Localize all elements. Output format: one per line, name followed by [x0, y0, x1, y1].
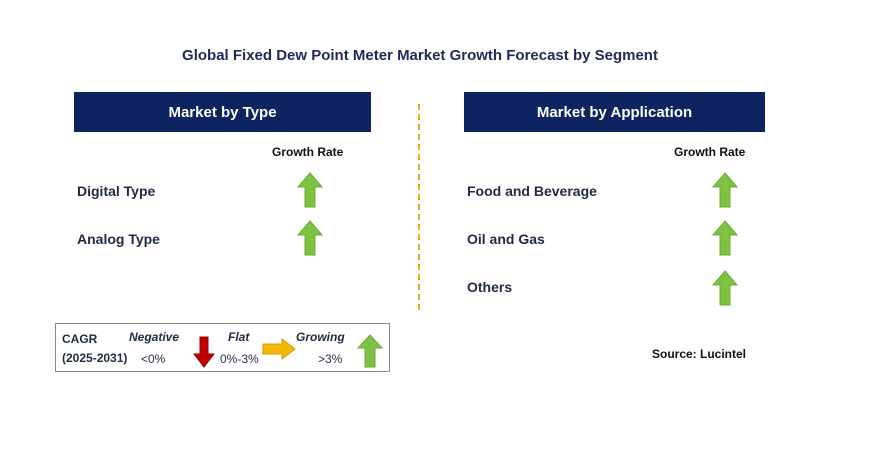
market-by-type-header: Market by Type — [74, 92, 371, 132]
type-row-label: Analog Type — [77, 231, 160, 247]
source-label: Source: Lucintel — [652, 347, 747, 361]
application-row-label: Others — [467, 279, 513, 295]
application-growth-rate-label: Growth Rate — [674, 145, 746, 159]
legend-growing-label: Growing — [296, 330, 345, 344]
market-by-application-header: Market by Application — [464, 92, 765, 132]
up-arrow-icon — [712, 172, 738, 208]
legend-negative-range: <0% — [141, 352, 166, 366]
up-arrow-icon — [712, 220, 738, 256]
legend-flat-range: 0%-3% — [220, 352, 259, 366]
application-row-label: Oil and Gas — [467, 231, 545, 247]
up-arrow-icon — [712, 270, 738, 306]
up-arrow-icon — [357, 334, 383, 368]
up-arrow-icon — [297, 172, 323, 208]
type-growth-rate-label: Growth Rate — [272, 145, 344, 159]
legend-years-label: (2025-2031) — [62, 351, 128, 365]
page-title: Global Fixed Dew Point Meter Market Grow… — [182, 47, 658, 64]
down-arrow-icon — [193, 336, 215, 368]
legend-negative-label: Negative — [129, 330, 180, 344]
legend-flat-label: Flat — [228, 330, 250, 344]
type-row-label: Digital Type — [77, 183, 156, 199]
legend-growing-range: >3% — [318, 352, 343, 366]
right-arrow-icon — [262, 338, 296, 360]
legend-cagr-label: CAGR — [62, 332, 98, 346]
application-row-label: Food and Beverage — [467, 183, 597, 199]
up-arrow-icon — [297, 220, 323, 256]
section-divider — [418, 104, 420, 310]
cagr-legend: CAGR (2025-2031) Negative <0% Flat 0%-3%… — [55, 323, 390, 372]
